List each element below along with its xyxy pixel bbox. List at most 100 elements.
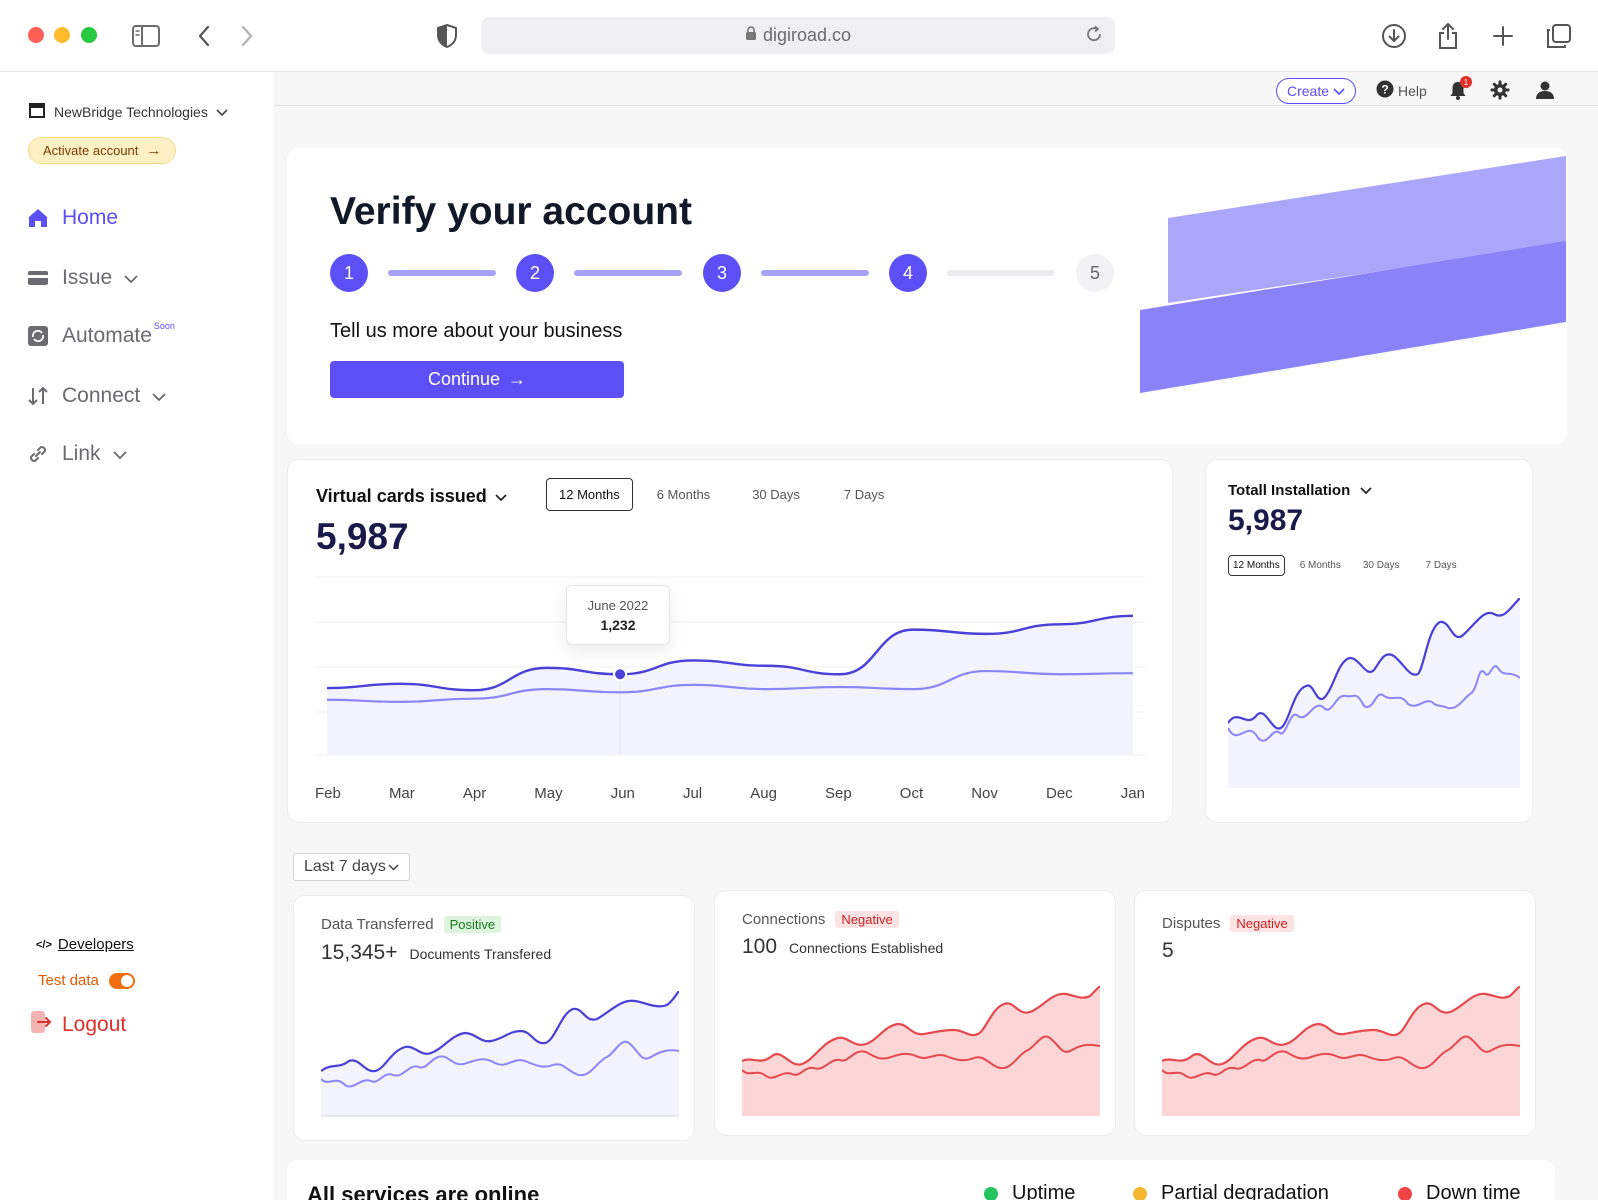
- secondary-series-line: [326, 669, 1134, 703]
- range-option-12-months[interactable]: 12 Months: [546, 478, 633, 511]
- sidebar: NewBridge Technologies Activate account …: [0, 72, 274, 1200]
- step-4[interactable]: 4: [889, 254, 927, 292]
- range-option-7-days[interactable]: 7 Days: [1425, 560, 1457, 571]
- stat-value: 100: [742, 935, 778, 958]
- x-tick-label: Mar: [388, 785, 415, 802]
- range-option-30-days[interactable]: 30 Days: [752, 487, 800, 502]
- sidebar-item-connect[interactable]: Connect: [26, 384, 166, 408]
- range-option-7-days[interactable]: 7 Days: [843, 487, 885, 502]
- activate-account-label: Activate account: [43, 143, 139, 158]
- virtual-cards-dropdown[interactable]: Virtual cards issued: [316, 486, 507, 507]
- sidebar-item-link[interactable]: Link: [26, 442, 127, 466]
- highlighted-point[interactable]: [613, 667, 628, 682]
- total-installation-dropdown[interactable]: Totall Installation: [1228, 482, 1372, 499]
- sidebar-item-label: Automate: [62, 324, 152, 347]
- create-button[interactable]: Create: [1276, 78, 1357, 104]
- sidebar-item-automate[interactable]: Automate Soon: [26, 321, 175, 348]
- top-bar: Create ? Help 1: [274, 72, 1598, 106]
- user-icon[interactable]: [1533, 78, 1557, 102]
- stat-value: 15,345+: [321, 941, 398, 964]
- virtual-cards-value: 5,987: [316, 516, 409, 557]
- download-icon[interactable]: [1378, 20, 1410, 52]
- legend-label: Down time: [1426, 1182, 1521, 1200]
- step-3[interactable]: 3: [703, 254, 741, 292]
- period-filter-label: Last 7 days: [304, 858, 386, 875]
- shield-icon[interactable]: [431, 20, 463, 52]
- page-title: Verify your account: [330, 190, 692, 233]
- chevron-down-icon: [216, 104, 228, 120]
- continue-button[interactable]: Continue →: [330, 361, 624, 398]
- status-badge: Negative: [1230, 915, 1294, 932]
- developers-link[interactable]: </> Developers: [36, 936, 134, 953]
- range-option-30-days[interactable]: 30 Days: [1362, 560, 1400, 571]
- address-bar[interactable]: digiroad.co: [481, 17, 1115, 54]
- chart-tooltip: June 2022 1,232: [566, 585, 670, 645]
- step-1[interactable]: 1: [330, 254, 368, 292]
- verify-account-card: Verify your account 1 2 3 4 5 Tell us mo…: [287, 148, 1567, 444]
- legend-label: Uptime: [1012, 1182, 1076, 1200]
- x-tick-label: Oct: [899, 785, 924, 802]
- status-badge: Positive: [443, 916, 502, 933]
- virtual-cards-chart: [315, 576, 1145, 756]
- chevron-down-icon: [1360, 482, 1372, 499]
- back-icon[interactable]: [188, 20, 220, 52]
- primary-series-line: [326, 614, 1134, 692]
- logout-button[interactable]: Logout: [30, 1010, 126, 1040]
- step-2[interactable]: 2: [516, 254, 554, 292]
- legend-partial: Partial degradation: [1133, 1182, 1329, 1200]
- forward-icon[interactable]: [231, 20, 263, 52]
- continue-label: Continue: [427, 369, 501, 389]
- step-5[interactable]: 5: [1076, 254, 1114, 292]
- stat-title-row: Connections Negative: [742, 911, 899, 928]
- x-tick-label: May: [534, 785, 563, 802]
- stat-value-row: 15,345+ Documents Transfered: [321, 941, 551, 965]
- chevron-down-icon: [388, 858, 399, 876]
- home-icon: [26, 206, 50, 230]
- period-filter-select[interactable]: Last 7 days: [293, 853, 410, 881]
- sidebar-item-label: Issue: [62, 266, 113, 289]
- chevron-down-icon: [112, 442, 127, 466]
- logout-label: Logout: [62, 1013, 127, 1036]
- notification-bell-icon[interactable]: 1: [1446, 76, 1472, 102]
- org-switcher[interactable]: NewBridge Technologies: [28, 102, 228, 121]
- tabs-overview-icon[interactable]: [1543, 20, 1575, 52]
- status-badge: Negative: [835, 911, 899, 928]
- range-option-12-months[interactable]: 12 Months: [1228, 555, 1285, 576]
- step-connector: [574, 270, 682, 276]
- reload-icon[interactable]: [1085, 25, 1103, 48]
- legend-label: Partial degradation: [1161, 1182, 1329, 1200]
- x-tick-label: Jan: [1120, 785, 1145, 802]
- new-tab-icon[interactable]: [1487, 20, 1519, 52]
- share-icon[interactable]: [1432, 20, 1464, 52]
- minimize-window-button[interactable]: [54, 27, 70, 43]
- range-option-6-months[interactable]: 6 Months: [656, 487, 711, 502]
- partial-dot: [1133, 1186, 1147, 1200]
- uptime-dot: [984, 1186, 998, 1200]
- virtual-cards-area: [327, 615, 1133, 755]
- data-transferred-chart: [321, 991, 679, 1117]
- range-selector: 12 Months 6 Months 30 Days 7 Days: [546, 478, 896, 511]
- legend-uptime: Uptime: [984, 1182, 1075, 1200]
- url-text: digiroad.co: [762, 25, 852, 45]
- sidebar-item-home[interactable]: Home: [26, 206, 118, 230]
- notification-badge: 1: [1460, 76, 1472, 88]
- test-data-row: Test data: [38, 972, 135, 989]
- stat-description: Connections Established: [789, 940, 944, 956]
- sidebar-item-label: Link: [62, 442, 101, 465]
- x-tick-label: Feb: [315, 785, 341, 802]
- test-data-toggle[interactable]: [108, 972, 135, 989]
- sidebar-toggle-icon[interactable]: [130, 20, 162, 52]
- stat-title: Data Transferred: [321, 916, 434, 933]
- range-option-6-months[interactable]: 6 Months: [1299, 560, 1341, 571]
- activate-account-button[interactable]: Activate account →: [28, 137, 177, 164]
- data-transferred-card: Data Transferred Positive 15,345+ Docume…: [293, 895, 695, 1141]
- gear-icon[interactable]: [1488, 78, 1512, 102]
- help-button[interactable]: ? Help: [1376, 80, 1427, 101]
- chevron-down-icon: [1333, 83, 1345, 99]
- maximize-window-button[interactable]: [81, 27, 97, 43]
- sidebar-item-issue[interactable]: Issue: [26, 266, 138, 290]
- logout-icon: [30, 1010, 52, 1040]
- connections-card: Connections Negative 100 Connections Est…: [714, 890, 1116, 1136]
- close-window-button[interactable]: [28, 27, 44, 43]
- step-connector: [388, 270, 496, 276]
